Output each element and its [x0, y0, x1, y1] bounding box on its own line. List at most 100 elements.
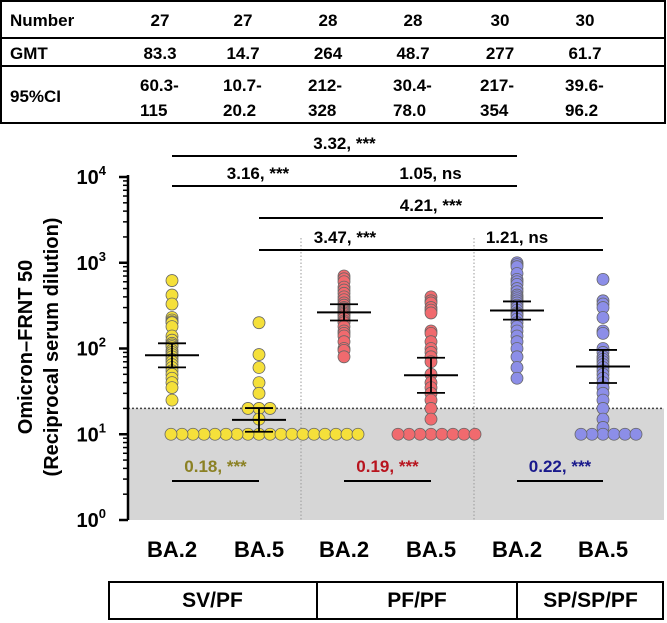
- y-tick-label: 101: [77, 420, 106, 446]
- data-point: [629, 427, 643, 441]
- data-point: [446, 427, 460, 441]
- table-cell-number: 28: [404, 11, 423, 30]
- data-point: [510, 350, 524, 364]
- data-point: [596, 311, 610, 324]
- data-point: [424, 412, 438, 426]
- table-cell-number: 28: [319, 11, 338, 30]
- data-point: [351, 427, 365, 441]
- data-point: [468, 427, 482, 441]
- data-point: [596, 272, 610, 286]
- x-tick-label: BA.5: [578, 537, 628, 562]
- data-point: [391, 427, 405, 441]
- data-point: [424, 402, 438, 415]
- table-row-label: GMT: [10, 44, 48, 63]
- data-point: [219, 427, 233, 441]
- y-axis-label: Omicron–FRNT 50: [15, 260, 37, 434]
- table-cell-ci: 96.2: [565, 101, 598, 120]
- table-cell-gmt: 277: [486, 44, 514, 63]
- data-point: [186, 427, 200, 441]
- data-point: [285, 427, 299, 441]
- data-point: [252, 376, 266, 390]
- data-point: [574, 427, 588, 441]
- table-cell-gmt: 48.7: [396, 44, 429, 63]
- data-point: [197, 427, 211, 441]
- y-tick-label: 102: [77, 335, 106, 361]
- data-point: [337, 350, 351, 364]
- table-cell-ci: 39.6-: [565, 76, 604, 95]
- data-point: [585, 427, 599, 441]
- data-point: [510, 361, 524, 374]
- table-cell-gmt: 14.7: [226, 44, 259, 63]
- table-cell-ci: 115: [140, 101, 167, 120]
- data-point: [241, 427, 255, 441]
- data-point: [596, 402, 610, 415]
- data-point: [340, 427, 354, 441]
- y-tick-label: 104: [77, 163, 107, 189]
- table-cell-ci: 212-: [308, 76, 342, 95]
- stats-table: Number GMT 95%CI 27 83.3 60.3- 115 27 14.7 10.7- 2…: [0, 0, 667, 125]
- data-point: [607, 427, 621, 441]
- data-point: [296, 427, 310, 441]
- y-axis-label: (Reciprocal serum dilution): [41, 218, 63, 477]
- group-bar: SV/PF PF/PF SP/SP/PF: [108, 581, 664, 620]
- data-point: [165, 393, 179, 407]
- table-cell-ci: 60.3-: [140, 76, 179, 95]
- comparison-label: 1.21, ns: [486, 228, 548, 247]
- data-point: [596, 427, 610, 441]
- table-cell-ci: 217-: [480, 76, 514, 95]
- table-cell-ci: 328: [308, 101, 336, 120]
- x-tick-label: BA.5: [234, 537, 284, 562]
- data-point: [165, 274, 179, 287]
- group-label-sv-pf: SV/PF: [182, 588, 243, 612]
- below-detection-shade: [128, 408, 664, 520]
- data-point: [510, 371, 524, 385]
- data-point: [435, 427, 449, 441]
- group-bar-border: [108, 581, 664, 620]
- data-point: [424, 427, 438, 441]
- data-point: [252, 348, 266, 361]
- table-cell-number: 30: [491, 11, 510, 30]
- table-row-label: Number: [10, 11, 75, 30]
- group-label-pf-pf: PF/PF: [387, 588, 447, 612]
- data-point: [329, 427, 343, 441]
- table-cell-gmt: 264: [314, 44, 343, 63]
- data-point: [252, 316, 266, 330]
- x-tick-label: BA.5: [406, 537, 456, 562]
- data-point: [230, 427, 244, 441]
- data-point: [424, 306, 438, 320]
- data-point: [175, 427, 189, 441]
- fold-change-label: 0.19, ***: [356, 457, 419, 476]
- data-point: [402, 427, 416, 441]
- table-cell-ci: 78.0: [393, 101, 426, 120]
- data-point: [263, 427, 277, 441]
- data-point: [274, 427, 288, 441]
- table-cell-ci: 10.7-: [223, 76, 262, 95]
- y-tick-label: 103: [77, 249, 106, 275]
- data-point: [252, 386, 266, 400]
- data-point: [318, 427, 332, 441]
- comparison-label: 3.32, ***: [313, 134, 376, 153]
- x-tick-label: BA.2: [319, 537, 369, 562]
- table-cell-ci: 30.4-: [393, 76, 432, 95]
- data-point: [164, 427, 178, 441]
- comparison-label: 3.47, ***: [314, 228, 377, 247]
- table-cell-gmt: 61.7: [568, 44, 601, 63]
- data-point: [208, 427, 222, 441]
- table-cell-number: 27: [234, 11, 253, 30]
- table-cell-number: 30: [576, 11, 595, 30]
- x-tick-label: BA.2: [492, 537, 542, 562]
- scatter-plot: 100 101 102 103 104 Omicron–FRNT 50 (Reciproca…: [15, 134, 664, 562]
- table-cell-gmt: 83.3: [143, 44, 176, 63]
- comparison-label: 1.05, ns: [399, 164, 461, 183]
- fold-change-label: 0.22, ***: [529, 457, 592, 476]
- group-label-sp-sp-pf: SP/SP/PF: [543, 588, 638, 612]
- x-tick-label: BA.2: [147, 537, 197, 562]
- data-point: [165, 297, 179, 311]
- data-point: [165, 381, 179, 394]
- y-tick-label: 100: [77, 506, 106, 532]
- data-point: [307, 427, 321, 441]
- stats-table-grid: Number GMT 95%CI 27 83.3 60.3- 115 27 14.7 10.7- 2…: [0, 0, 666, 124]
- table-cell-ci: 20.2: [223, 101, 256, 120]
- data-point: [457, 427, 471, 441]
- comparison-label: 3.16, ***: [227, 164, 290, 183]
